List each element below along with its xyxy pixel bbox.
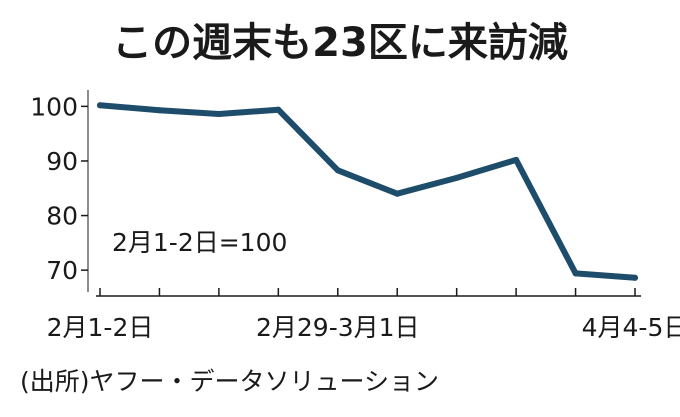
data-point — [572, 270, 579, 277]
chart-title: この週末も23区に来訪減 — [112, 20, 568, 66]
data-point — [97, 102, 103, 109]
y-tick-label: 90 — [46, 147, 78, 176]
data-point — [632, 274, 638, 281]
x-tick-label: 4月4-5日 — [582, 313, 680, 342]
series-layer — [97, 102, 638, 281]
data-point — [156, 107, 163, 114]
y-tick-label: 80 — [46, 202, 78, 231]
source-note: (出所)ヤフー・データソリューション — [20, 367, 439, 396]
series-line — [97, 102, 638, 281]
data-point — [513, 156, 520, 163]
x-axis: 2月1-2日 2月29-3月1日 4月4-5日 — [47, 288, 680, 342]
data-point — [215, 111, 222, 118]
baseline-note: 2月1-2日=100 — [112, 228, 287, 257]
data-point — [394, 190, 401, 197]
data-point — [453, 174, 460, 181]
y-axis: 100 90 80 70 — [30, 90, 89, 292]
y-tick-label: 70 — [46, 256, 78, 285]
x-tick-label: 2月1-2日 — [47, 313, 154, 342]
data-point — [334, 167, 341, 174]
y-tick-label: 100 — [30, 92, 78, 121]
data-point — [275, 106, 282, 113]
x-tick-label: 2月29-3月1日 — [256, 313, 420, 342]
